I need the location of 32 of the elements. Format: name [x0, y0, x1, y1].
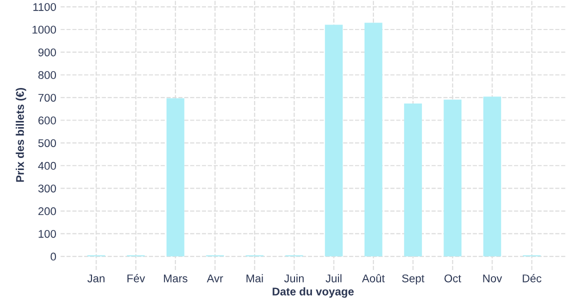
x-tick-label: Mai: [246, 274, 263, 282]
bar: [324, 24, 343, 256]
bar: [364, 22, 382, 256]
bar: [166, 98, 184, 256]
x-tick-label: Jan: [87, 274, 104, 282]
x-tick-label: Juil: [326, 274, 342, 282]
x-tick-label: Juin: [284, 274, 304, 282]
x-tick-label: Avr: [206, 274, 224, 282]
x-tick-label: Sept: [402, 274, 424, 285]
y-tick-label: 300: [38, 184, 56, 192]
bar: [483, 96, 502, 256]
x-axis-title: Date du voyage: [272, 287, 354, 298]
bar: [404, 103, 422, 256]
y-tick-label: 200: [38, 207, 56, 216]
y-tick-label: 0: [50, 252, 56, 261]
x-tick-label: Déc: [522, 274, 542, 282]
x-tick-label: Nov: [483, 274, 502, 282]
y-tick-label: 100: [38, 230, 56, 238]
x-tick-label: Août: [362, 274, 385, 282]
bar: [444, 100, 462, 256]
y-tick-label: 500: [38, 139, 56, 148]
x-tick-label: Fév: [127, 274, 146, 282]
x-tick-label: Mars: [164, 274, 188, 282]
y-tick-label: 400: [38, 162, 56, 170]
y-tick-label: 1000: [32, 26, 56, 34]
y-tick-label: 1100: [33, 3, 56, 11]
y-axis-title: Prix des billets (€): [16, 88, 26, 182]
y-tick-label: 600: [38, 116, 56, 124]
y-tick-label: 900: [38, 48, 56, 56]
x-tick-label: Oct: [444, 274, 462, 282]
y-tick-label: 700: [38, 94, 56, 102]
y-tick-label: 800: [38, 71, 56, 80]
